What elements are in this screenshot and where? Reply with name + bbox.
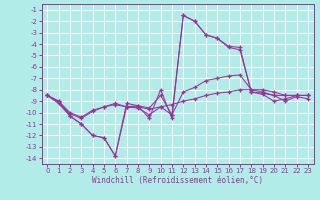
X-axis label: Windchill (Refroidissement éolien,°C): Windchill (Refroidissement éolien,°C) [92, 176, 263, 185]
